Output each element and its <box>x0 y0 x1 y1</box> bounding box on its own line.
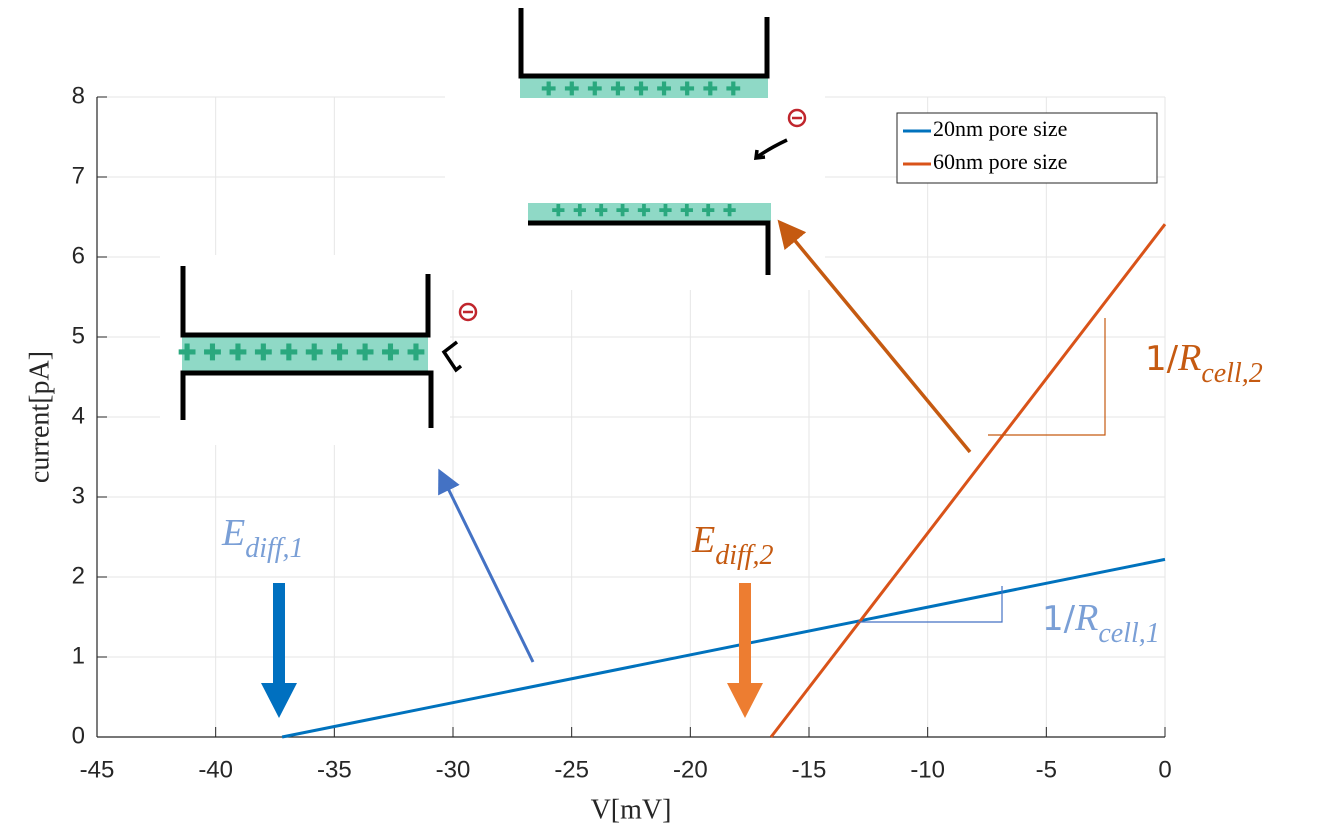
annotation-symbol: R <box>1074 597 1098 639</box>
annotation-subscript: diff,1 <box>245 533 303 564</box>
y-tick-label: 0 <box>72 722 85 749</box>
series-line <box>282 559 1165 737</box>
x-tick-label: -40 <box>198 756 233 783</box>
pointer-arrow <box>441 474 533 662</box>
charge-icons: ✚✚✚✚✚✚✚✚✚ <box>541 79 749 99</box>
legend: 20nm pore size 60nm pore size <box>897 113 1157 183</box>
x-tick-label: -10 <box>910 756 945 783</box>
y-tick-label: 1 <box>72 642 85 669</box>
annotation: Ediff,2 <box>691 519 774 571</box>
y-tick-label: 8 <box>72 82 85 109</box>
pointer-arrow <box>782 225 970 452</box>
annotation-prefix: 1/ <box>1145 339 1179 379</box>
x-tick-label: -35 <box>317 756 352 783</box>
annotation-symbol: E <box>221 512 245 554</box>
annotation: 1/Rcell,2 <box>1145 337 1263 389</box>
legend-label: 60nm pore size <box>933 149 1067 174</box>
x-tick-label: 0 <box>1158 756 1171 783</box>
y-tick-label: 4 <box>72 402 85 429</box>
x-tick-label: -30 <box>436 756 471 783</box>
annotation-prefix: 1/ <box>1042 599 1076 639</box>
y-tick-label: 7 <box>72 162 85 189</box>
x-tick-label: -20 <box>673 756 708 783</box>
annotation-symbol: E <box>691 519 715 561</box>
chart: -45 -40 -35 -30 -25 -20 -15 -10 -5 0 0 1 2 3 4 5 6 7 8 V[mV… <box>0 0 1320 836</box>
y-tick-label: 3 <box>72 482 85 509</box>
charge-icons: ✚✚✚✚✚✚✚✚✚ <box>552 203 745 220</box>
series-line <box>771 224 1165 737</box>
marker-arrow <box>261 583 297 718</box>
x-tick-label: -25 <box>554 756 589 783</box>
annotation-subscript: cell,1 <box>1098 618 1159 649</box>
x-axis-label: V[mV] <box>591 794 672 825</box>
annotation-subscript: diff,2 <box>715 540 773 571</box>
x-tick-label: -15 <box>792 756 827 783</box>
y-tick-label: 6 <box>72 242 85 269</box>
y-tick-label: 2 <box>72 562 85 589</box>
x-tick-label: -45 <box>80 756 115 783</box>
x-tick-label: -5 <box>1036 756 1057 783</box>
annotation: 1/Rcell,1 <box>1042 597 1160 649</box>
marker-arrow <box>727 583 763 718</box>
y-axis-label: current[pA] <box>24 351 55 483</box>
annotation-symbol: R <box>1177 337 1201 379</box>
annotation: Ediff,1 <box>221 512 304 564</box>
annotation-subscript: cell,2 <box>1201 358 1262 389</box>
charge-icons: ✚✚✚✚✚✚✚✚✚✚ <box>178 340 432 365</box>
legend-label: 20nm pore size <box>933 116 1067 141</box>
y-tick-label: 5 <box>72 322 85 349</box>
